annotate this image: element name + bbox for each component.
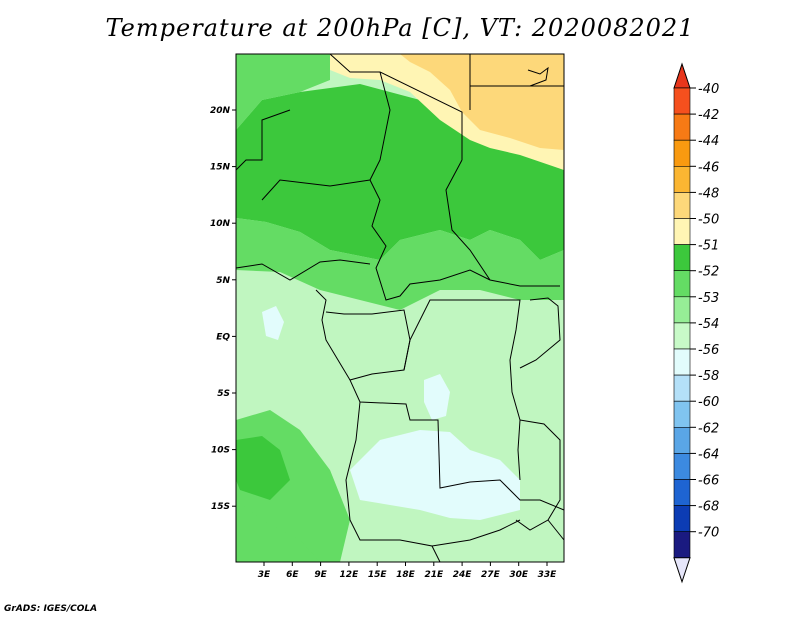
border-path: [235, 259, 371, 281]
colorbar-bin: [673, 322, 691, 350]
colorbar-bin: [673, 270, 691, 298]
border-path: [345, 401, 441, 563]
lat-tick-label: 10N: [210, 219, 231, 229]
border-path: [519, 297, 561, 369]
field-green-sw: [236, 500, 320, 562]
colorbar-bin: [673, 192, 691, 219]
lat-tick-label: 20N: [210, 106, 231, 116]
colorbar-label: -48: [698, 186, 719, 201]
colorbar-bin: [673, 479, 691, 506]
field-cyan-south: [350, 430, 520, 520]
lon-tick-label: 12E: [340, 570, 360, 580]
map-panel: [235, 53, 565, 563]
lat-tick-label: 5S: [217, 389, 230, 399]
lon-tick-label: 9E: [314, 570, 327, 580]
field-yellow-deep-ne: [400, 54, 564, 150]
lon-tick-label: 27E: [481, 570, 501, 580]
lat-tick-label: 10S: [211, 446, 230, 456]
colorbar-bin: [673, 400, 691, 428]
lat-tick-label: EQ: [216, 332, 230, 342]
colorbar-label: -52: [698, 265, 719, 280]
lon-tick-label: 6E: [286, 570, 299, 580]
colorbar-bin: [673, 166, 691, 193]
colorbar-bin: [673, 505, 691, 533]
border-path: [515, 419, 561, 531]
colorbar-label: -53: [698, 291, 719, 306]
colorbar-bin: [673, 374, 691, 402]
colorbar-label: -50: [698, 213, 719, 228]
colorbar-bin: [673, 139, 691, 167]
colorbar-label: -58: [698, 369, 719, 384]
field-cyan-central: [424, 374, 450, 420]
colorbar-bottom-triangle: [673, 557, 691, 584]
border-path: [403, 299, 521, 481]
latitude-axis: 20N 15N 10N 5N EQ 5S 10S 15S: [210, 106, 236, 512]
colorbar-bin: [673, 348, 691, 376]
lon-tick-label: 30E: [509, 570, 529, 580]
colorbar-label: -62: [698, 421, 719, 436]
border-path: [431, 519, 521, 547]
border-path: [547, 519, 565, 541]
longitude-axis: 3E 6E 9E 12E 15E 18E 21E 24E 27E 30E 33E: [258, 562, 557, 580]
lon-tick-label: 21E: [424, 570, 444, 580]
lat-tick-label: 5N: [216, 276, 230, 286]
field-green-west-dark: [236, 436, 290, 500]
colorbar-label: -70: [698, 526, 719, 541]
chart-title: Temperature at 200hPa [C], VT: 202008202…: [105, 14, 695, 42]
colorbar-bin: [673, 244, 691, 272]
lon-tick-label: 24E: [453, 570, 473, 580]
colorbar-label: -66: [698, 474, 719, 489]
colorbar-label: -46: [698, 160, 719, 175]
lon-tick-label: 18E: [396, 570, 416, 580]
border-path: [369, 71, 560, 301]
field-cyan-west: [262, 306, 284, 340]
field-green-nw: [236, 54, 330, 130]
colorbar-label: -54: [698, 317, 719, 332]
field-green-north: [236, 84, 564, 260]
lon-tick-label: 15E: [368, 570, 388, 580]
border-path: [445, 159, 491, 281]
colorbar-label: -60: [698, 395, 719, 410]
colorbar-bin: [673, 296, 691, 324]
border-path: [325, 309, 565, 511]
colorbar-top-triangle: [673, 62, 691, 89]
colorbar-label: -42: [698, 108, 719, 123]
colorbar-label: -68: [698, 500, 719, 515]
colorbar-bin: [673, 426, 691, 454]
colorbar-bin: [673, 453, 691, 480]
colorbar-label: -44: [698, 134, 719, 149]
colorbar-bin: [673, 218, 691, 245]
lat-tick-label: 15S: [211, 502, 230, 512]
border-path: [261, 179, 371, 201]
colorbar-label: -51: [698, 239, 719, 254]
country-borders: [235, 53, 565, 563]
lon-tick-label: 33E: [538, 570, 558, 580]
border-path: [235, 109, 291, 171]
colorbar-label: -56: [698, 343, 719, 358]
lat-tick-label: 15N: [210, 163, 231, 173]
colorbar-bin: [673, 531, 691, 559]
border-path: [527, 66, 549, 87]
colorbar-label: -40: [698, 82, 719, 97]
border-path: [315, 289, 351, 381]
colorbar-bin: [673, 113, 691, 141]
colorbar: -40 -42 -44 -46 -48 -50 -51 -52 -53 -54 -56 -58 -60 -…: [673, 62, 719, 584]
field-mid-green-band: [236, 218, 564, 310]
grads-credit: GrADS: IGES/COLA: [4, 604, 98, 614]
lon-tick-label: 3E: [258, 570, 271, 580]
colorbar-label: -64: [698, 447, 719, 462]
map-frame: [235, 53, 565, 563]
colorbar-bin: [673, 87, 691, 115]
